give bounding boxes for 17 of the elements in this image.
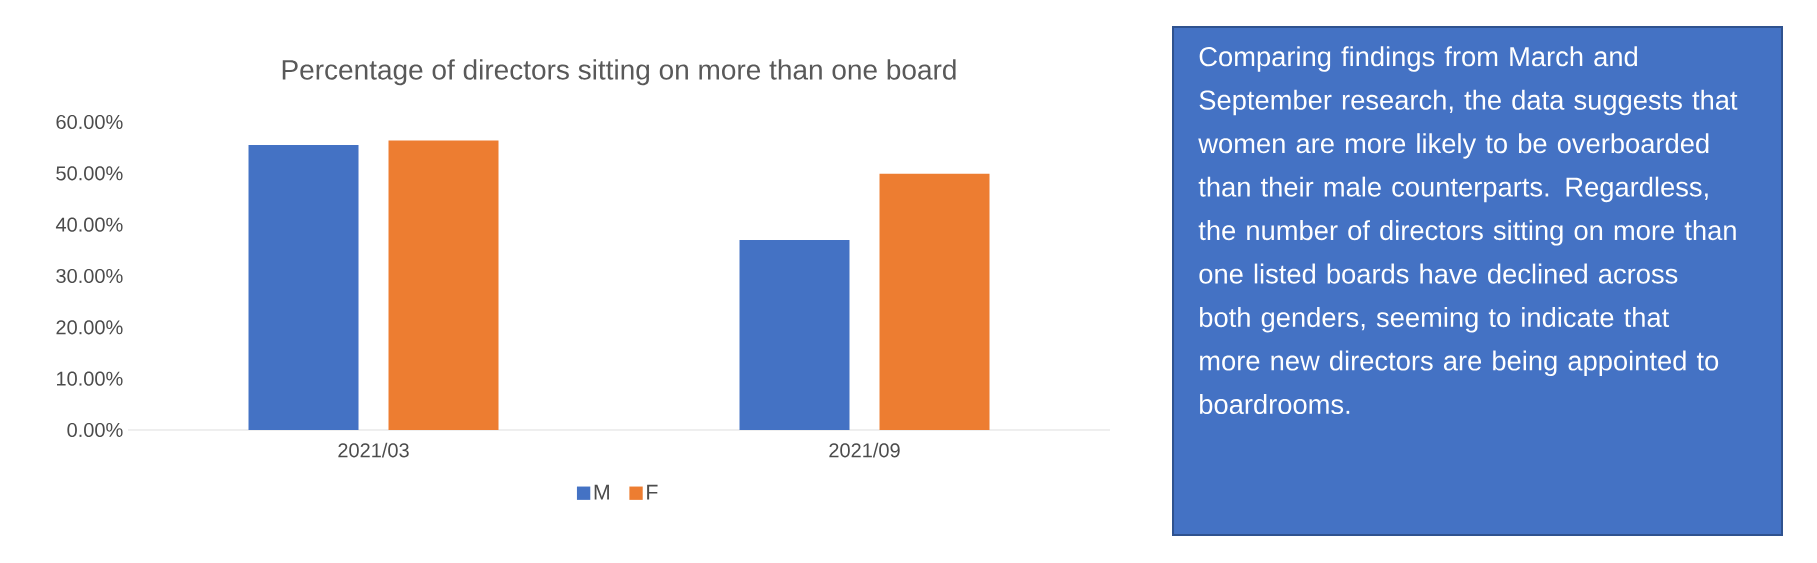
legend-label: F: [647, 484, 658, 500]
bar: [739, 240, 850, 430]
bar: [388, 140, 499, 430]
chart-title: Percentage of directors sitting on more than one board: [282, 59, 956, 86]
bar: [248, 145, 359, 430]
y-tick-label: 0.00%: [67, 422, 123, 438]
x-tick-label: 2021/03: [338, 442, 409, 458]
y-tick-label: 50.00%: [56, 166, 123, 181]
y-tick-label: 40.00%: [55, 217, 123, 232]
y-tick-label: 20.00%: [56, 320, 123, 335]
y-tick-label: 10.00%: [57, 371, 123, 386]
legend-label: M: [594, 484, 609, 500]
y-tick-label: 60.00%: [56, 114, 123, 130]
y-tick-label: 30.00%: [56, 268, 123, 284]
text: Comparing findings from March and September research, the data suggests that women are more likely to be overboarded than their male counterparts. Regardless, the number of directors sitting on more than one listed boards have declined across both genders, seeming to indicate that more new directors are being appointed to boardrooms.: [1198, 46, 1738, 415]
bar: [879, 173, 990, 430]
x-tick-label: 2021/09: [829, 442, 900, 458]
